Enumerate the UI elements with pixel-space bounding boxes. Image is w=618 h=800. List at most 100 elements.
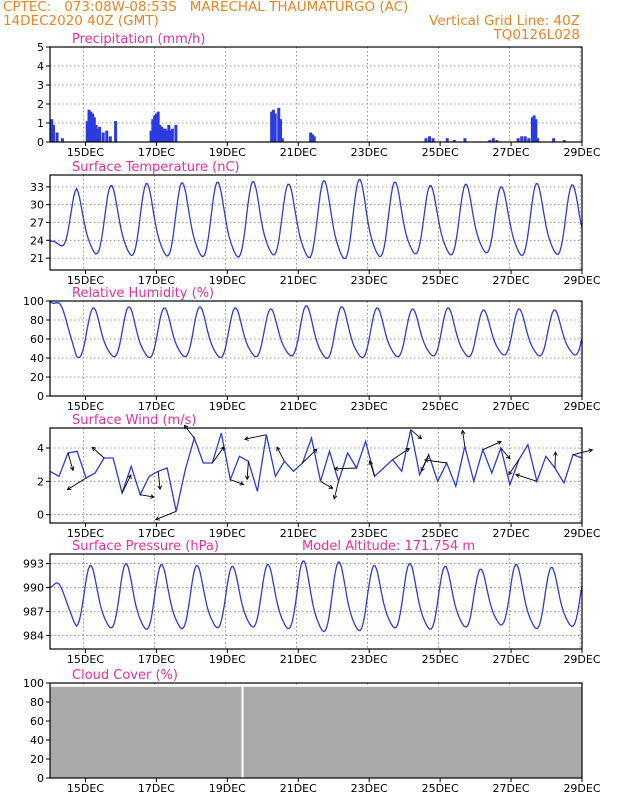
precip-bar [427, 136, 431, 142]
x-tick-label: 17DEC [138, 146, 175, 159]
precip-bar [532, 115, 536, 142]
precip-bar [101, 132, 105, 142]
precip-bar [534, 119, 538, 142]
precip-bar [463, 138, 467, 142]
wind-arrow-head [424, 458, 429, 463]
precip-bar [151, 119, 155, 142]
precip-bar [50, 119, 54, 142]
precip-bar [271, 109, 275, 142]
precip-bar [520, 136, 524, 142]
y-tick-label: 60 [30, 715, 44, 728]
x-tick-label: 19DEC [209, 653, 246, 666]
y-tick-label: 21 [30, 252, 44, 265]
wind-arrow [140, 494, 155, 498]
precip-bar [174, 124, 178, 142]
panel-rh: 0 20 40 60 80 100 15DEC 17DEC 19DEC 21DEC 23DEC 25D… [23, 286, 601, 413]
precip-bar [170, 128, 174, 142]
header-run-id: TQ0126L028 [493, 27, 580, 43]
x-tick-label: 15DEC [67, 274, 104, 287]
precip-bar [516, 138, 520, 142]
precip-bar [452, 140, 456, 142]
y-tick-label: 5 [37, 41, 44, 54]
wind-arrow [333, 481, 339, 499]
wind-arrow-head [243, 436, 249, 441]
precip-bar [55, 132, 59, 142]
wind-arrow [121, 474, 132, 494]
wind-arrow [462, 430, 466, 447]
precip-bar [154, 113, 158, 142]
x-tick-label: 27DEC [493, 400, 530, 413]
precip-bar [280, 138, 284, 142]
y-tick-label: 984 [23, 629, 44, 642]
panel-cloud: 0 20 40 60 80 100 15DEC 17DEC 19DEC 21DEC 23DEC 25D… [23, 668, 601, 795]
x-tick-label: 23DEC [351, 400, 388, 413]
wind-arrow [420, 454, 430, 472]
wind-arrow-head [417, 434, 423, 440]
y-tick-label: 100 [23, 295, 44, 308]
panel-precip: 0 1 2 3 4 5 15DEC 17DEC 19DEC 21DEC 23DEC 25DEC 27DE… [37, 32, 601, 159]
precip-bar [167, 124, 171, 142]
y-tick-label: 1 [37, 117, 44, 130]
x-tick-label: 19DEC [209, 400, 246, 413]
x-tick-label: 29DEC [563, 274, 600, 287]
wind-arrow [155, 510, 177, 520]
panel-frame [49, 300, 583, 397]
wind-arrow-head [220, 446, 225, 451]
header-date-line: 14DEC2020 40Z (GMT) [3, 13, 159, 29]
x-tick-label: 25DEC [422, 527, 459, 540]
x-tick-label: 15DEC [67, 653, 104, 666]
header-station-line: CPTEC: 073:08W-08:53S MARECHAL THAUMATUR… [3, 0, 409, 15]
x-tick-label: 23DEC [351, 527, 388, 540]
precip-bar [114, 121, 118, 142]
x-tick-label: 17DEC [138, 653, 175, 666]
x-tick-label: 19DEC [209, 782, 246, 795]
wind-arrow-head [515, 473, 521, 478]
wind-arrow-head [245, 475, 250, 481]
wind-arrow [500, 447, 511, 460]
panel-title: Cloud Cover (%) [72, 668, 178, 683]
wind-arrow-head [553, 451, 558, 456]
wind-arrow-head [368, 460, 373, 466]
header-grid-line-note: Vertical Grid Line: 40Z [429, 13, 580, 29]
x-tick-label: 21DEC [280, 653, 317, 666]
y-tick-label: 987 [23, 605, 44, 618]
y-tick-label: 0 [37, 772, 44, 785]
y-tick-label: 4 [37, 60, 44, 73]
wind-arrow [157, 471, 161, 490]
precip-bar [523, 136, 527, 142]
panel-title: Relative Humidity (%) [72, 286, 214, 301]
wind-arrow-head [508, 470, 513, 476]
wind-arrow [320, 480, 333, 489]
wind-arrow-head [91, 446, 97, 452]
wind-arrow [67, 477, 87, 491]
wind-line [49, 429, 583, 512]
wind-arrow-head [66, 485, 72, 491]
x-tick-label: 21DEC [280, 527, 317, 540]
x-tick-label: 19DEC [209, 527, 246, 540]
wind-arrow [67, 452, 74, 471]
precip-bar [169, 130, 173, 142]
precip-bar [491, 138, 495, 142]
precip-bar [562, 140, 566, 142]
x-tick-label: 25DEC [422, 400, 459, 413]
x-tick-label: 23DEC [351, 146, 388, 159]
wind-arrow [302, 448, 318, 464]
x-tick-label: 17DEC [138, 527, 175, 540]
x-tick-label: 29DEC [563, 400, 600, 413]
precip-bar [488, 140, 492, 142]
wind-arrow [246, 461, 249, 480]
x-tick-label: 29DEC [563, 527, 600, 540]
x-tick-label: 29DEC [563, 653, 600, 666]
wind-arrow-head [276, 446, 281, 452]
x-tick-label: 27DEC [493, 274, 530, 287]
wind-arrow-head [460, 429, 466, 435]
x-tick-label: 27DEC [493, 146, 530, 159]
precip-bar [91, 113, 95, 142]
panel-title: Precipitation (mm/h) [72, 32, 205, 47]
precip-bar [85, 121, 89, 142]
y-tick-label: 20 [30, 371, 44, 384]
y-tick-label: 80 [30, 696, 44, 709]
wind-arrow [424, 459, 447, 464]
panel-temp: 21 24 27 30 33 15DEC 17DEC 19DEC 21DEC 23DEC 25DEC… [30, 160, 601, 287]
